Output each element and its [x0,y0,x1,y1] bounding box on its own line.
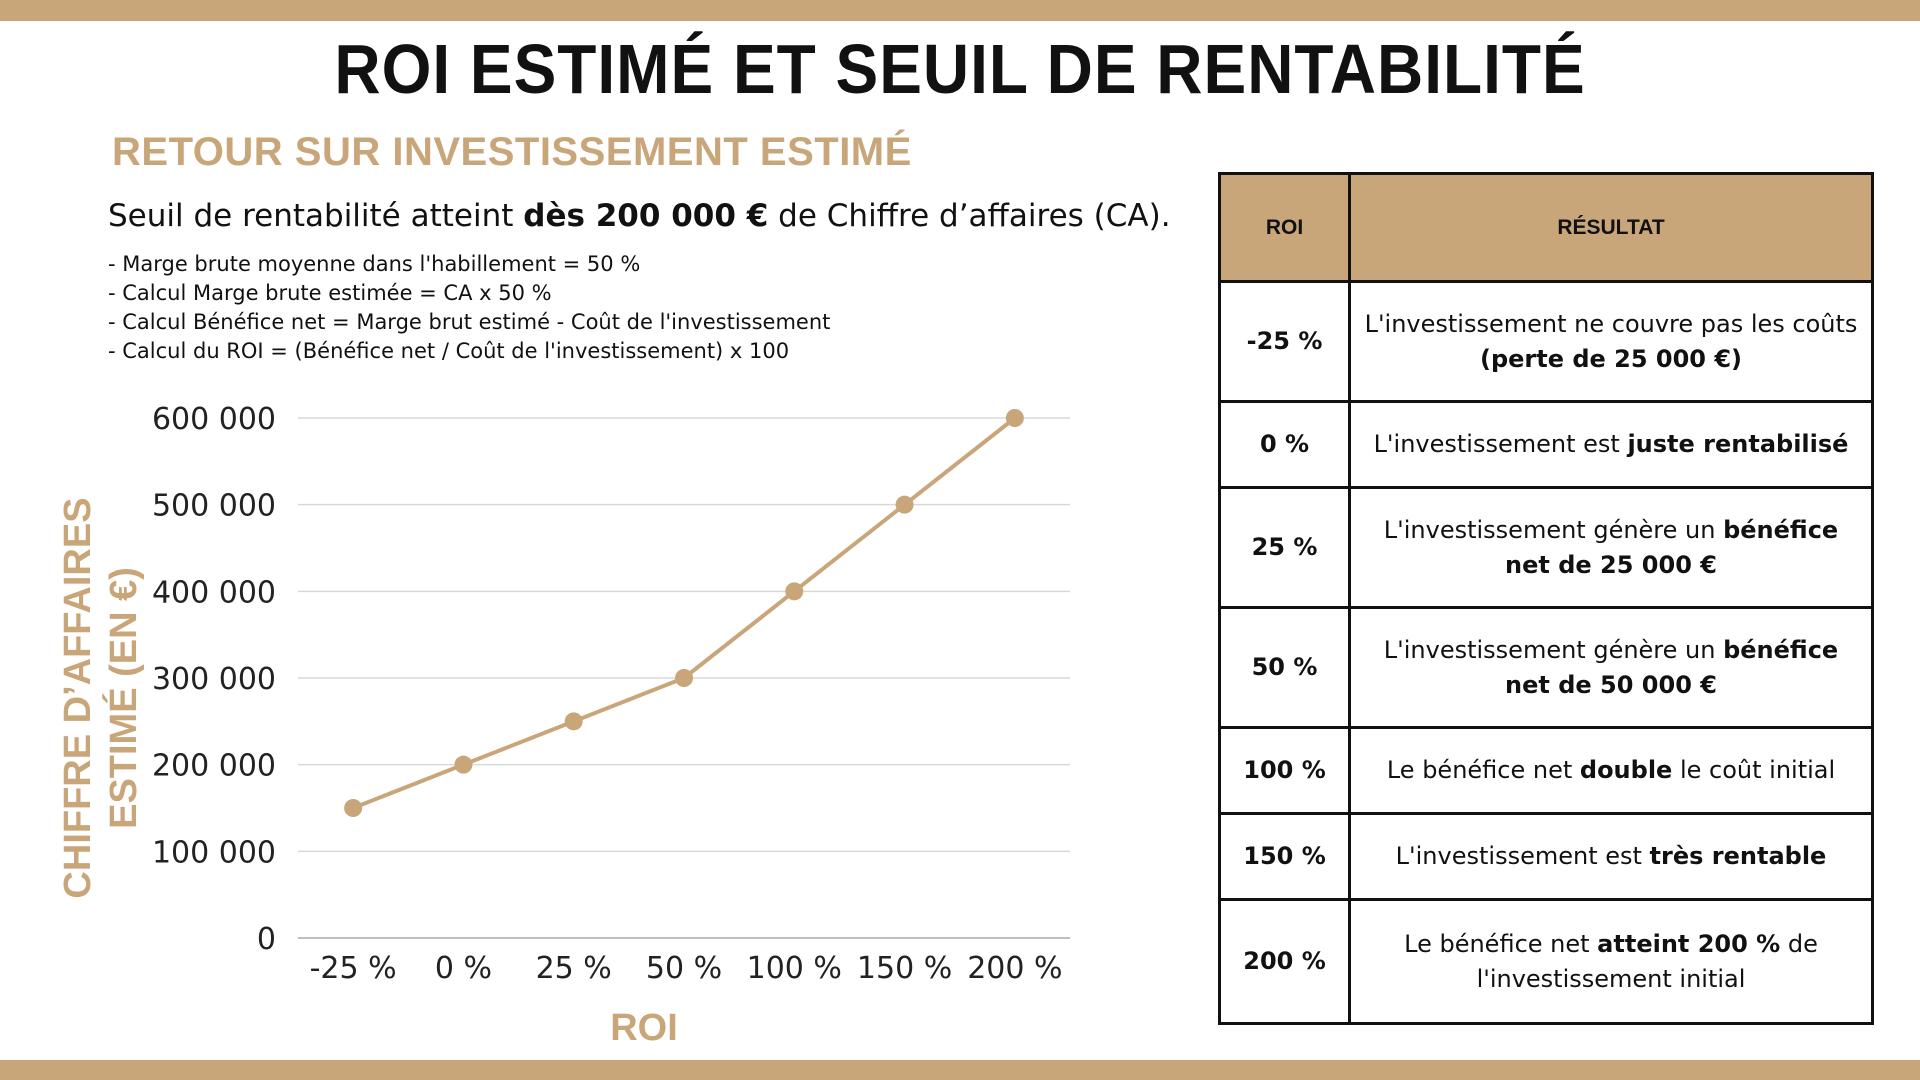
roi-value-cell: 25 % [1218,486,1351,609]
roi-value-cell: 200 % [1218,898,1351,1025]
roi-value-cell: 0 % [1218,400,1351,489]
data-point [454,755,473,774]
calculation-notes: - Marge brute moyenne dans l'habillement… [108,250,830,366]
lead-suffix: de Chiffre d’affaires (CA). [768,198,1171,234]
note-line: - Calcul du ROI = (Bénéfice net / Coût d… [108,339,790,363]
result-text-bold: (perte de 25 000 €) [1479,344,1743,373]
result-text: le coût initial [1672,756,1836,784]
y-tick-label: 0 [257,922,276,957]
data-point [675,669,693,687]
result-cell: Le bénéfice net double le coût initial [1348,726,1874,815]
y-tick-label: 200 000 [152,749,276,784]
table-row: 25 % L'investissement génère un bénéfice … [1218,486,1874,609]
table-body: -25 % L'investissement ne couvre pas les … [1218,280,1874,1025]
series-line [352,416,1017,810]
lead-prefix: Seuil de rentabilité atteint [108,198,524,234]
table-row: 100 % Le bénéfice net double le coût init… [1218,726,1874,815]
roi-value-cell: 50 % [1218,606,1351,729]
result-text: L'investissement est [1395,842,1650,870]
data-point [564,712,583,731]
roi-line-chart: 0 100 000 200 000 300 000 400 000 500 000 600 … [20,380,1080,1060]
x-tick-label: 50 % [646,951,722,986]
result-cell: L'investissement est juste rentabilisé [1348,400,1874,489]
lead-bold: dès 200 000 € [523,198,769,234]
roi-value-cell: 150 % [1218,812,1351,901]
table-header-row: ROI RÉSULTAT [1218,172,1874,283]
data-point [344,799,363,817]
breakeven-statement: Seuil de rentabilité atteint dès 200 000… [108,196,1171,236]
table-row: 0 % L'investissement est juste rentabilis… [1218,400,1874,489]
header-roi: ROI [1218,172,1351,283]
data-point [785,582,804,601]
note-line: - Calcul Bénéfice net = Marge brut estim… [108,310,831,334]
data-point [1005,409,1024,427]
table-row: -25 % L'investissement ne couvre pas les … [1218,280,1874,403]
result-text: Le bénéfice net [1404,929,1598,958]
result-cell: Le bénéfice net atteint 200 % de l'inves… [1348,898,1874,1025]
top-accent-band [0,0,1920,21]
y-tick-label: 100 000 [152,835,276,870]
result-text: L'investissement génère un [1383,515,1724,544]
result-text: Le bénéfice net [1386,756,1580,784]
note-line: - Marge brute moyenne dans l'habillement… [108,252,641,276]
result-cell: L'investissement est très rentable [1348,812,1874,901]
y-tick-label: 400 000 [152,575,276,610]
result-text: de l'investissement initial [1476,929,1818,993]
result-text-bold: double [1579,756,1673,784]
table-row: 50 % L'investissement génère un bénéfice … [1218,606,1874,729]
x-tick-label: 100 % [747,951,842,986]
x-tick-label: -25 % [310,951,397,986]
result-text: L'investissement ne couvre pas les coûts [1364,309,1858,338]
y-tick-label: 300 000 [152,662,276,697]
table-row: 200 % Le bénéfice net atteint 200 % de l'… [1218,898,1874,1025]
result-cell: L'investissement génère un bénéfice net … [1348,486,1874,609]
roi-results-table: ROI RÉSULTAT -25 % L'investissement ne co… [1218,172,1874,1025]
bottom-accent-band [0,1060,1920,1080]
result-cell: L'investissement ne couvre pas les coûts… [1348,280,1874,403]
chart-svg: 0 100 000 200 000 300 000 400 000 500 000 600 … [57,402,1070,1049]
data-point [895,495,914,514]
x-tick-label: 25 % [536,951,612,986]
result-cell: L'investissement génère un bénéfice net … [1348,606,1874,729]
roi-value-cell: 100 % [1218,726,1351,815]
section-subtitle: RETOUR SUR INVESTISSEMENT ESTIMÉ [112,130,912,174]
x-tick-label: 150 % [857,951,952,986]
y-axis-title: CHIFFRE D’AFFAIRES ESTIMÉ (EN €) [57,497,145,898]
result-text-bold: bénéfice net de 50 000 € [1505,635,1839,699]
result-text-bold: atteint 200 % [1597,929,1781,958]
result-text-bold: très rentable [1649,842,1827,870]
y-tick-label: 500 000 [152,489,276,524]
roi-value-cell: -25 % [1218,280,1351,403]
result-text: L'investissement est [1373,430,1628,458]
result-text: L'investissement génère un [1383,635,1724,664]
x-tick-label: 200 % [967,951,1062,986]
y-tick-label: 600 000 [152,402,276,437]
header-result: RÉSULTAT [1348,172,1874,283]
page-title: ROI ESTIMÉ ET SEUIL DE RENTABILITÉ [334,30,1586,108]
table-row: 150 % L'investissement est très rentable [1218,812,1874,901]
result-text-bold: bénéfice net de 25 000 € [1505,515,1839,579]
result-text-bold: juste rentabilisé [1627,430,1849,458]
note-line: - Calcul Marge brute estimée = CA x 50 % [108,281,552,305]
x-axis-title: ROI [610,1007,678,1049]
x-tick-label: 0 % [435,951,492,986]
